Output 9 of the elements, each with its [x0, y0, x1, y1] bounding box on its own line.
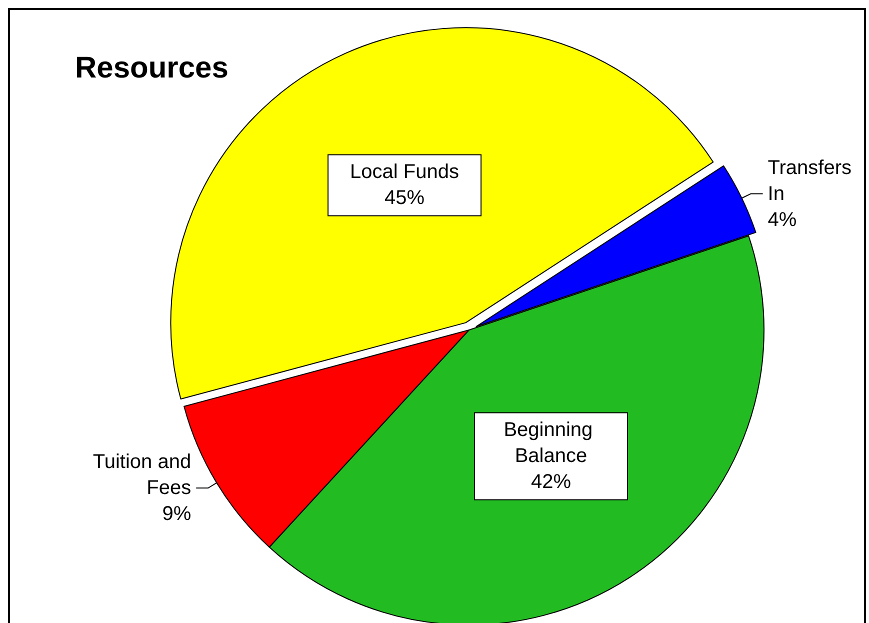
text: Resources	[75, 52, 228, 84]
slice-label: Beginning Balance	[504, 419, 598, 468]
data-label: 4%	[768, 208, 797, 231]
data-label: 42%	[530, 471, 572, 494]
slice-label: Transfers In	[768, 156, 858, 205]
slice-label: Tuition and Fees	[92, 451, 192, 499]
data-label: 9%	[162, 503, 192, 525]
data-label: 45%	[384, 187, 425, 210]
slice-label: Local Funds	[350, 161, 460, 184]
